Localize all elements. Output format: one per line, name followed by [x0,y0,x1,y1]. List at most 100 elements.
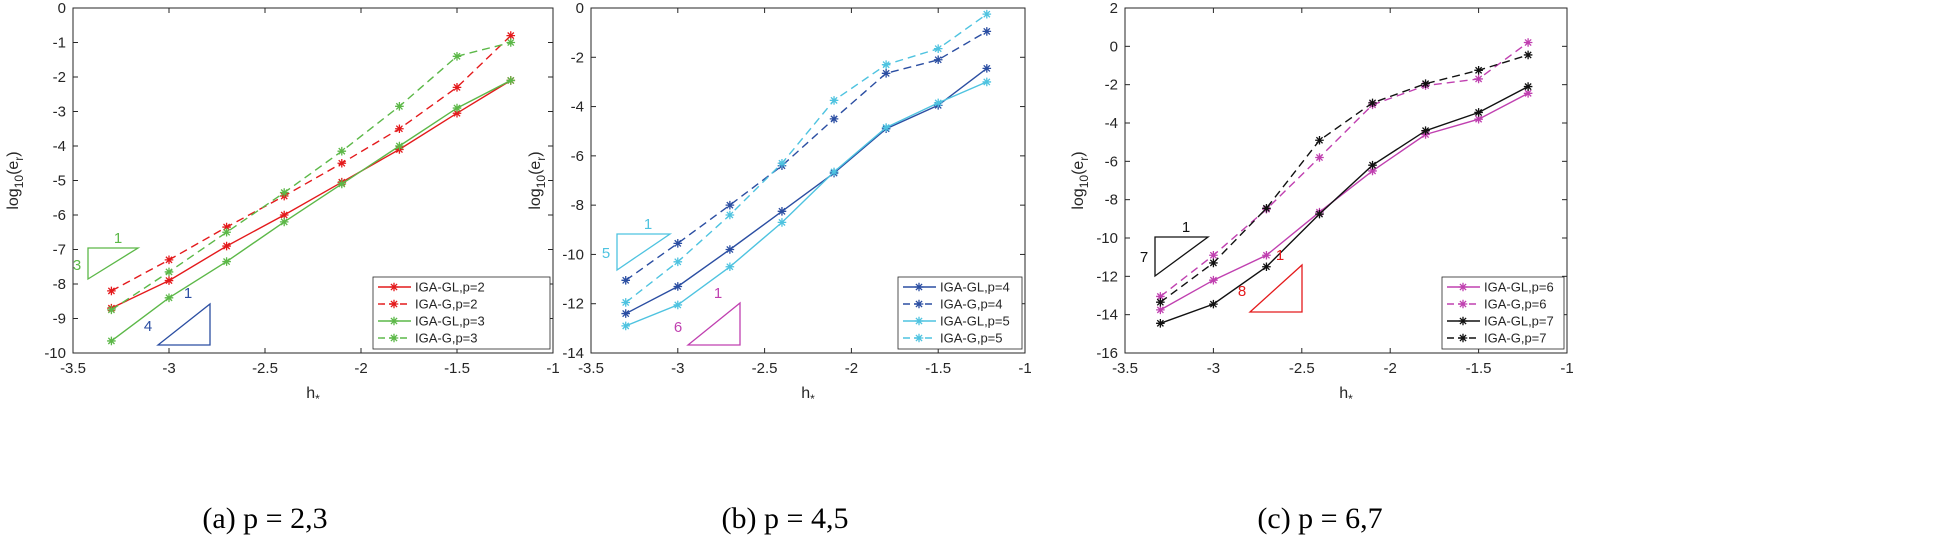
series-line-3 [625,13,988,304]
series-0-point [621,309,631,318]
series-1-point [881,69,891,78]
series-0-point [1209,275,1218,285]
legend: IGA-GL,p=4 IGA-G,p=4 IGA-GL,p=5 IGA-G,p=5 [897,276,1023,350]
y-axis-label-main: log [5,188,22,209]
y-tick-label: 0 [58,0,66,17]
series-3-point [777,158,787,168]
series-0-point [673,282,683,291]
y-axis-label-main: log [527,188,544,209]
y-tick-label: -10 [1096,230,1118,247]
legend-swatch-marker [389,316,399,326]
series-2-point [933,98,943,108]
series-1-point [673,239,683,248]
series-2-point [222,257,231,266]
series-1-point [1315,153,1324,162]
slope-run-label: 1 [114,230,122,247]
y-axis-label-subscript: 10 [534,175,548,189]
series-0-point [164,276,174,285]
y-tick-label: -4 [53,138,66,155]
x-tick-label: -1 [1018,360,1031,377]
panel-caption: (c) p = 6,7 [1257,502,1382,535]
x-tick-label: -2 [1384,360,1397,377]
panel-caption: (a) p = 2,3 [202,502,327,535]
y-tick-label: -9 [53,311,66,328]
legend-entry-label: IGA-GL,p=5 [940,314,1010,329]
series-0-point [279,210,289,220]
x-tick-label: -1.5 [925,360,951,377]
legend-entry-label: IGA-GL,p=6 [1484,280,1554,295]
series-0-point [1156,305,1165,315]
series-0-point [725,245,735,254]
series-3-point [621,298,631,307]
x-tick-label: -1 [1560,360,1573,377]
series-line-3 [111,41,511,311]
series-1-point [1474,74,1483,84]
series-2-point [107,336,116,346]
series-2-point [1209,299,1218,309]
x-axis-label-main: h [306,385,315,402]
series-3-point [395,102,404,111]
legend-swatch-marker [914,333,924,343]
series-line-2 [625,81,988,327]
slope-run-label: 1 [644,216,652,233]
slope-rise-label: 6 [674,319,682,336]
slope-rise-label: 4 [144,318,152,335]
y-tick-label: -8 [571,197,584,214]
series-line-1 [1159,41,1529,298]
legend-swatch-marker [389,333,399,343]
series-0-point [1474,114,1483,124]
y-axis-label-subscript: r [1077,157,1091,161]
series-line-0 [1160,92,1529,311]
legend-swatch-marker [389,299,399,309]
series-2-point [725,262,735,272]
y-axis-label-paren: (e [527,161,544,175]
series-3-point [337,146,347,156]
series-line-0 [111,79,512,309]
x-axis-label: h* [801,385,815,406]
series-3-point [725,210,735,220]
series-2-point [777,218,787,227]
slope-triangle [156,302,211,346]
series-2-point [1315,209,1324,219]
series-3-point [1368,98,1377,108]
y-tick-label: -6 [571,148,584,165]
legend-entry-label: IGA-GL,p=2 [415,280,485,295]
series-1-point [1209,250,1218,260]
y-axis-label-close: ) [527,151,544,156]
series-3-point [933,44,943,53]
x-axis-label-main: h [1339,385,1348,402]
slope-triangle [1248,263,1303,313]
slope-triangle [686,301,741,346]
legend-swatch-marker [1458,316,1468,326]
y-tick-label: -3 [53,104,66,121]
y-axis-label-paren: (e [1070,161,1087,175]
chart-panel-0: -3.5 -3 -2.5 -2 -1.5 -10-1-2-3-4-5-6-7-8-9-10… [5,0,560,535]
series-3-point [1209,258,1218,268]
series-2-point [337,179,347,189]
y-tick-label: 0 [1110,38,1118,55]
chart-panel-1: -3.5 -3 -2.5 -2 -1.5 -10-2-4-6-8-10-12-14h*lo… [527,0,1032,535]
x-tick-label: -2.5 [1289,360,1315,377]
y-tick-label: -12 [1096,268,1118,285]
x-tick-label: -1.5 [444,360,470,377]
series-1-point [933,55,943,65]
series-3-point [829,96,839,105]
legend-swatch-marker [914,282,924,292]
series-2-point [673,300,683,310]
series-1-point [222,222,231,232]
x-tick-label: -2 [354,360,367,377]
y-axis-label: log10(er) [5,151,26,209]
x-tick-label: -3 [671,360,684,377]
series-3-point [982,9,992,19]
x-tick-label: -3 [162,360,175,377]
x-axis-label-subscript: * [315,392,320,406]
series-line-1 [111,35,512,292]
x-axis-label: h* [1339,385,1353,406]
y-tick-label: 2 [1110,0,1118,17]
series-2-point [1474,108,1483,117]
y-axis-label: log10(er) [1070,151,1091,209]
y-axis-label-paren: (e [5,161,22,175]
series-1-point [982,27,992,36]
x-tick-label: -2.5 [752,360,778,377]
